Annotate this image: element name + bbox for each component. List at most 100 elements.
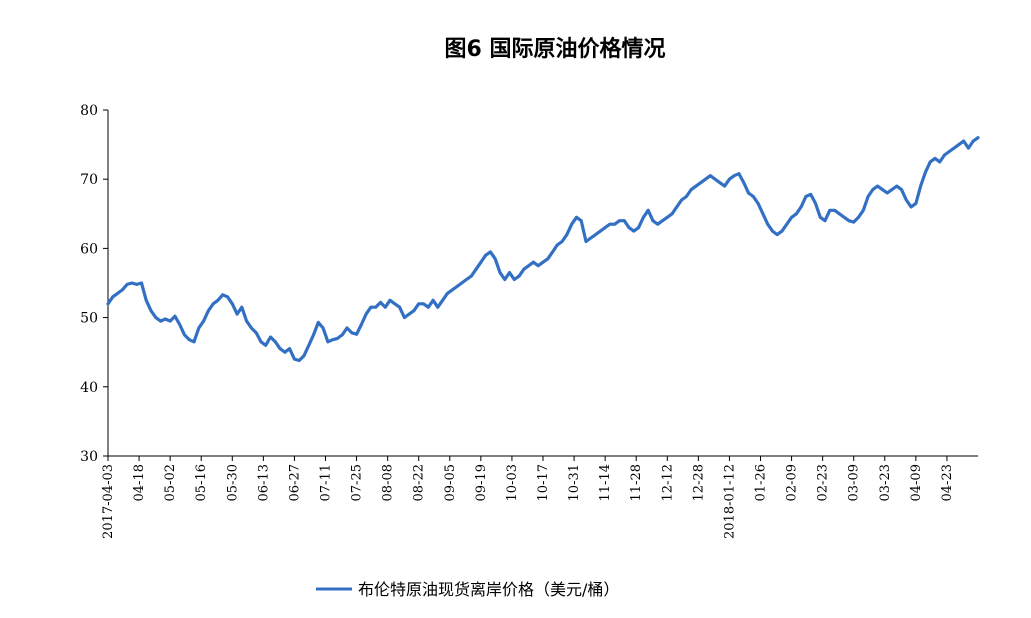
data-point <box>828 208 832 212</box>
data-point <box>221 293 225 297</box>
data-point <box>555 243 559 247</box>
data-point <box>842 215 846 219</box>
x-tick-label: 02-23 <box>816 464 831 501</box>
data-point <box>809 193 813 196</box>
data-point <box>881 188 884 192</box>
y-tick-label: 60 <box>80 241 98 257</box>
data-point <box>388 298 392 302</box>
data-point <box>589 236 593 240</box>
data-point <box>895 184 899 188</box>
data-point <box>675 205 679 209</box>
data-point <box>971 139 975 143</box>
data-point <box>785 222 789 226</box>
data-point <box>297 359 301 362</box>
data-point <box>771 229 774 233</box>
data-point <box>517 274 521 278</box>
data-point <box>804 195 808 198</box>
data-point <box>847 219 851 223</box>
x-tick-label: 04-09 <box>909 464 924 501</box>
data-point <box>111 295 115 299</box>
data-point <box>360 323 363 326</box>
data-point <box>885 191 889 195</box>
data-point <box>532 260 535 264</box>
data-point <box>106 302 110 306</box>
data-point <box>689 188 693 192</box>
data-point <box>465 278 468 281</box>
legend-label: 布伦特原油现货离岸价格（美元/桶） <box>358 580 619 599</box>
data-point <box>694 184 698 188</box>
x-tick-label: 06-13 <box>256 464 271 501</box>
data-point <box>230 302 234 306</box>
data-point <box>321 326 325 330</box>
data-point <box>417 302 421 306</box>
data-point <box>775 233 779 237</box>
data-point <box>962 139 966 143</box>
data-point <box>603 226 607 230</box>
data-point <box>226 295 229 299</box>
data-point <box>355 332 358 336</box>
data-point <box>613 222 617 226</box>
data-point <box>957 143 961 147</box>
data-point <box>245 319 249 323</box>
data-point <box>756 202 760 205</box>
data-point <box>900 188 903 192</box>
data-point <box>446 292 449 295</box>
data-point <box>130 281 134 285</box>
data-point <box>536 264 540 268</box>
y-axis: 30 40 50 60 70 80 <box>80 103 109 465</box>
data-point <box>780 229 784 233</box>
data-point <box>393 302 397 306</box>
data-point <box>307 343 311 347</box>
data-point <box>861 208 865 212</box>
data-point <box>838 212 841 216</box>
data-point <box>278 347 282 351</box>
data-point <box>560 240 564 243</box>
data-point <box>594 233 597 237</box>
data-point <box>474 267 478 271</box>
data-point <box>665 215 669 219</box>
data-point <box>379 301 382 304</box>
plot-area <box>106 136 980 363</box>
data-point <box>508 271 511 274</box>
data-point <box>818 215 822 219</box>
data-point <box>943 153 946 157</box>
data-point <box>670 212 674 216</box>
y-tick-label: 80 <box>80 103 98 119</box>
y-tick-label: 30 <box>80 449 98 465</box>
data-point <box>283 350 287 354</box>
data-point <box>814 202 817 205</box>
data-point <box>795 212 798 216</box>
data-point <box>436 305 440 309</box>
data-point <box>952 146 956 150</box>
data-point <box>632 229 636 233</box>
data-point <box>412 309 416 313</box>
x-tick-label: 04-23 <box>940 464 955 501</box>
data-point <box>403 316 406 319</box>
x-tick-label: 01-26 <box>754 464 769 501</box>
data-point <box>207 309 210 313</box>
x-tick-label: 05-02 <box>163 464 178 501</box>
data-point <box>718 181 722 185</box>
x-tick-label: 09-05 <box>443 464 458 501</box>
data-point <box>876 184 879 188</box>
data-point <box>947 150 951 153</box>
data-point <box>340 333 344 337</box>
data-point <box>455 285 459 288</box>
data-point <box>125 283 129 286</box>
data-point <box>350 331 354 335</box>
x-tick-label: 10-31 <box>567 464 582 501</box>
data-point <box>656 222 660 226</box>
data-point <box>259 340 263 344</box>
x-tick-label: 2018-01-12 <box>722 464 737 539</box>
data-point <box>871 188 875 192</box>
data-point <box>183 333 186 337</box>
data-point <box>431 298 435 302</box>
data-point <box>144 298 148 302</box>
data-point <box>704 177 707 181</box>
data-point <box>273 340 277 344</box>
data-point <box>140 281 143 285</box>
data-point <box>579 219 583 223</box>
data-point <box>192 340 196 344</box>
x-tick-label: 07-11 <box>319 464 334 501</box>
